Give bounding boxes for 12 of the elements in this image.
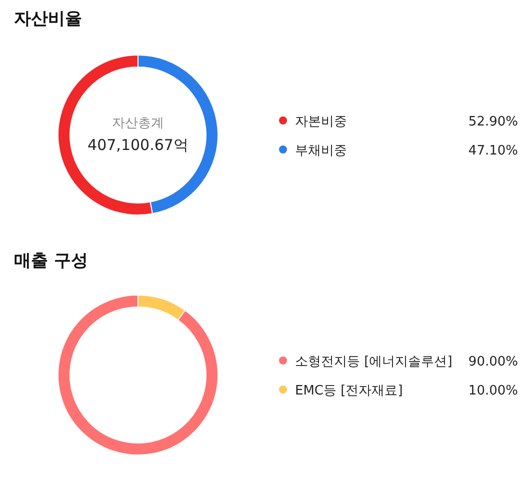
chart-title: 매출 구성 bbox=[14, 251, 88, 271]
text: 407,100.67억 bbox=[88, 136, 188, 154]
data-label: 90.00% bbox=[468, 354, 518, 370]
data-label: 47.10% bbox=[468, 144, 518, 158]
legend-label: EMC등 [전자재료] bbox=[295, 384, 403, 398]
legend-label: 소형전지등 [에너지솔루션] bbox=[295, 354, 452, 370]
legend-label: 자본비중 bbox=[295, 114, 347, 130]
data-label: 52.90% bbox=[468, 114, 518, 130]
legend-label: 부채비중 bbox=[295, 144, 347, 158]
data-label: 10.00% bbox=[468, 384, 518, 398]
text: 자산총계 bbox=[112, 116, 164, 131]
chart-title: 자산비율 bbox=[14, 9, 82, 29]
